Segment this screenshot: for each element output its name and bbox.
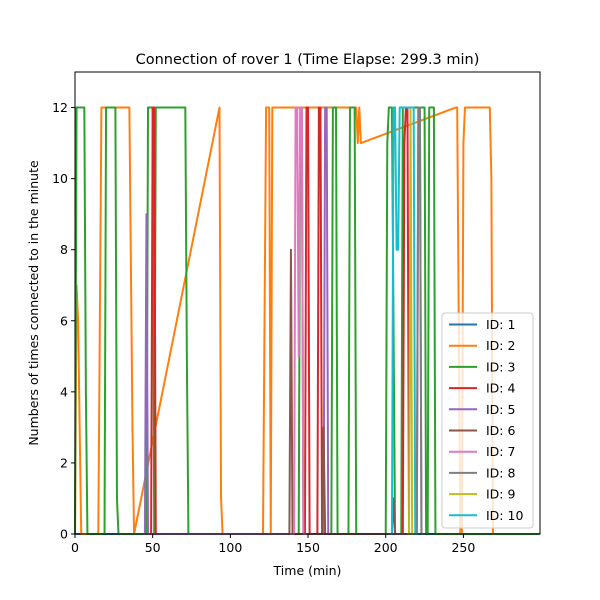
legend-label-3: ID: 3 <box>486 359 515 374</box>
legend-label-4: ID: 4 <box>486 381 515 396</box>
y-tick-label: 12 <box>52 100 68 115</box>
y-tick-label: 0 <box>60 527 68 542</box>
y-tick-label: 8 <box>60 242 68 257</box>
legend: ID: 1 ID: 2 ID: 3 ID: 4 ID: 5 ID: 6 ID: 7 ID: 8… <box>441 312 534 529</box>
legend-label-5: ID: 5 <box>486 402 515 417</box>
x-tick-label: 250 <box>451 540 475 555</box>
legend-label-7: ID: 7 <box>486 444 515 459</box>
y-axis: 0 2 4 6 8 10 12 <box>52 100 75 542</box>
x-tick-label: 100 <box>218 540 242 555</box>
y-tick-label: 4 <box>60 384 68 399</box>
x-axis-label: Time (min) <box>273 563 342 578</box>
legend-label-6: ID: 6 <box>486 423 515 438</box>
series-line-6 <box>287 248 397 535</box>
x-tick-label: 200 <box>374 540 398 555</box>
x-axis: 0 50 100 150 200 250 <box>71 534 475 555</box>
legend-label-9: ID: 9 <box>486 487 515 502</box>
legend-label-10: ID: 10 <box>486 508 523 523</box>
legend-label-8: ID: 8 <box>486 465 515 480</box>
x-tick-label: 150 <box>296 540 320 555</box>
x-tick-label: 0 <box>71 540 79 555</box>
y-tick-label: 6 <box>60 313 68 328</box>
legend-label-2: ID: 2 <box>486 338 515 353</box>
x-tick-label: 50 <box>145 540 161 555</box>
y-axis-label: Numbers of times connected to in the min… <box>26 160 41 446</box>
series-line-10 <box>390 106 419 535</box>
chart-title: Connection of rover 1 (Time Elapse: 299.… <box>136 52 480 68</box>
y-tick-label: 2 <box>60 455 68 470</box>
y-tick-label: 10 <box>52 171 68 186</box>
plot-frame <box>74 71 541 535</box>
legend-label-1: ID: 1 <box>486 317 515 332</box>
series-line-2 <box>74 106 540 535</box>
